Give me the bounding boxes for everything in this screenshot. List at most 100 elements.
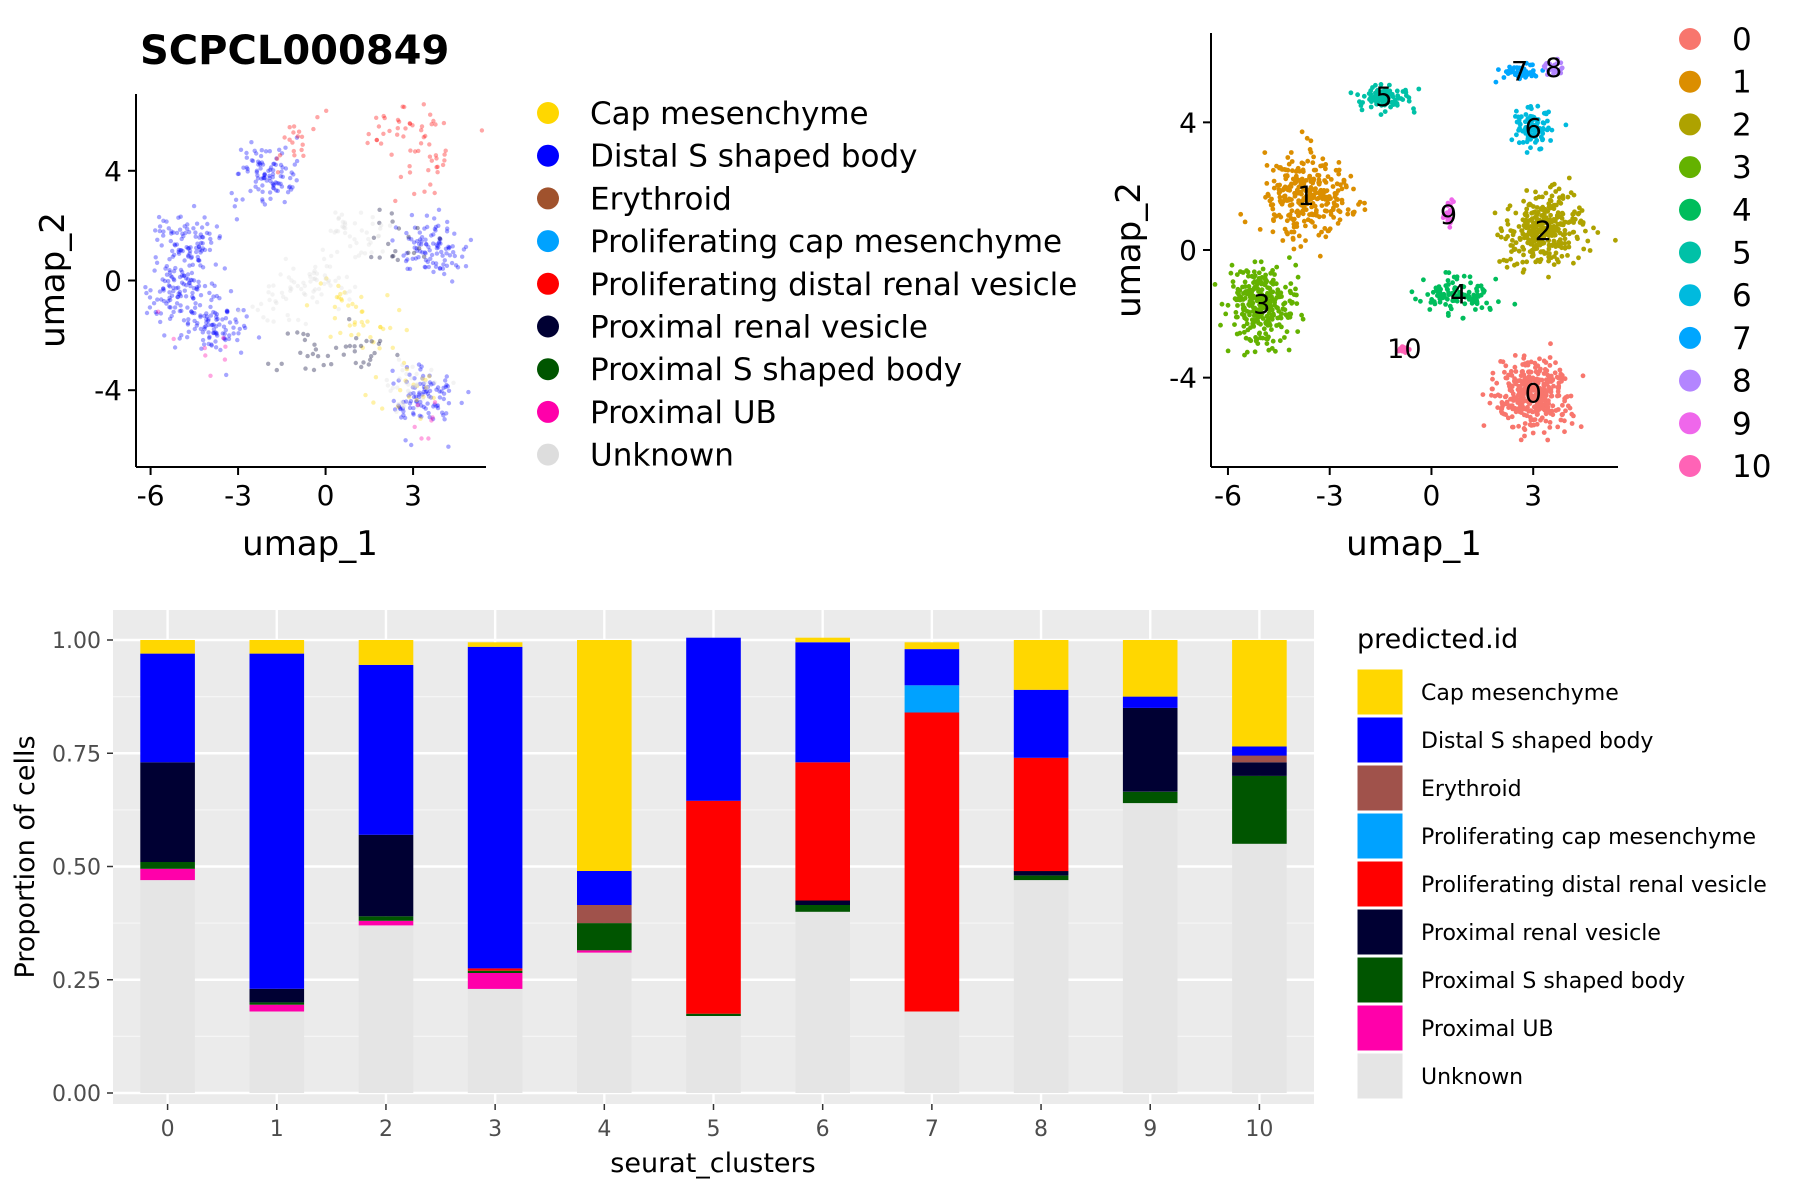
umap-point [408, 399, 414, 404]
umap-point [241, 308, 246, 313]
umap-point [425, 391, 431, 396]
umap-point [1462, 301, 1468, 307]
umap-point [1566, 175, 1572, 181]
bar-segment [795, 900, 850, 905]
umap-point [255, 307, 260, 313]
cluster-label: 4 [1450, 280, 1467, 311]
umap-point [423, 380, 428, 385]
umap-point [299, 134, 305, 139]
umap-point [197, 258, 202, 263]
umap-point [267, 175, 272, 181]
umap-point [151, 301, 157, 306]
umap-point [1382, 109, 1388, 114]
umap-point [1283, 176, 1289, 182]
umap-point [289, 170, 294, 175]
umap-point [1260, 335, 1265, 341]
legend-key [1356, 668, 1404, 716]
umap-point [415, 402, 421, 408]
umap-point [200, 330, 205, 335]
umap-point [359, 228, 364, 233]
umap-point [1510, 238, 1515, 243]
umap-point [1259, 275, 1265, 280]
umap-point [425, 384, 431, 390]
umap-point [366, 236, 371, 242]
umap-point [274, 156, 279, 161]
umap-point [1278, 315, 1284, 321]
umap-point [385, 293, 390, 298]
umap-point [425, 259, 430, 264]
umap-point [1275, 305, 1280, 311]
umap-point [1305, 158, 1311, 164]
umap-point [1495, 232, 1500, 238]
legend-label: 5 [1732, 236, 1752, 272]
umap-point [310, 295, 315, 300]
umap-point [1551, 383, 1556, 389]
umap-point [1506, 381, 1512, 386]
legend-label: 2 [1732, 107, 1752, 143]
umap-point [371, 235, 377, 240]
umap-point [1274, 163, 1279, 169]
umap-point [1280, 306, 1286, 312]
umap-point [443, 378, 448, 383]
umap-point [1523, 73, 1529, 79]
umap-point [271, 319, 276, 324]
umap-point [1501, 257, 1507, 263]
umap-point [1368, 104, 1374, 110]
umap-point [396, 378, 401, 383]
umap-point [207, 247, 213, 253]
umap-point [403, 126, 408, 131]
umap-point [1562, 236, 1568, 242]
cluster-label: 0 [1525, 379, 1542, 410]
umap-point [179, 333, 184, 338]
umap-point [1409, 289, 1415, 295]
umap-point [450, 279, 455, 284]
bar-segment [577, 905, 632, 924]
umap-point [202, 325, 207, 330]
umap-point [270, 172, 276, 177]
umap-point [294, 158, 300, 164]
umap-point [372, 350, 377, 356]
umap-point [197, 303, 203, 308]
umap-point [347, 289, 352, 294]
umap-point [434, 404, 439, 409]
umap-predicted-axes: -6 -3 0 340-4 [94, 155, 422, 512]
umap-point [1295, 165, 1301, 171]
umap-point [445, 226, 450, 231]
umap-point [339, 212, 345, 217]
umap-point [414, 248, 419, 253]
umap-point [436, 245, 441, 250]
umap-point [200, 234, 205, 240]
umap-point [270, 181, 275, 186]
umap-point [323, 276, 328, 281]
umap-point [1234, 272, 1240, 277]
umap-point [435, 405, 441, 411]
bar-segment [904, 685, 960, 713]
umap-point [1375, 101, 1381, 106]
umap-point [1514, 396, 1520, 402]
umap-point [291, 172, 296, 177]
umap-point [258, 301, 264, 307]
umap-point [1287, 298, 1293, 304]
umap-point [177, 289, 183, 295]
umap-point [366, 362, 371, 367]
umap-point [1539, 377, 1545, 383]
umap-point [1503, 363, 1509, 369]
umap-point [179, 236, 184, 242]
bar-segment [358, 664, 414, 835]
legend-key [1679, 455, 1701, 477]
umap-point [203, 353, 208, 358]
umap-point [207, 335, 212, 341]
umap-point [1546, 243, 1552, 248]
umap-point [223, 327, 228, 333]
umap-point [1547, 355, 1553, 360]
umap-point [221, 335, 226, 341]
umap-point [1266, 311, 1272, 316]
umap-point [419, 128, 424, 133]
umap-point [198, 293, 204, 298]
umap-point [1558, 66, 1564, 72]
legend-key [1679, 412, 1701, 435]
umap-point [1525, 136, 1531, 142]
umap-point [144, 310, 150, 316]
umap-point [1294, 301, 1300, 306]
umap-point [169, 274, 175, 280]
